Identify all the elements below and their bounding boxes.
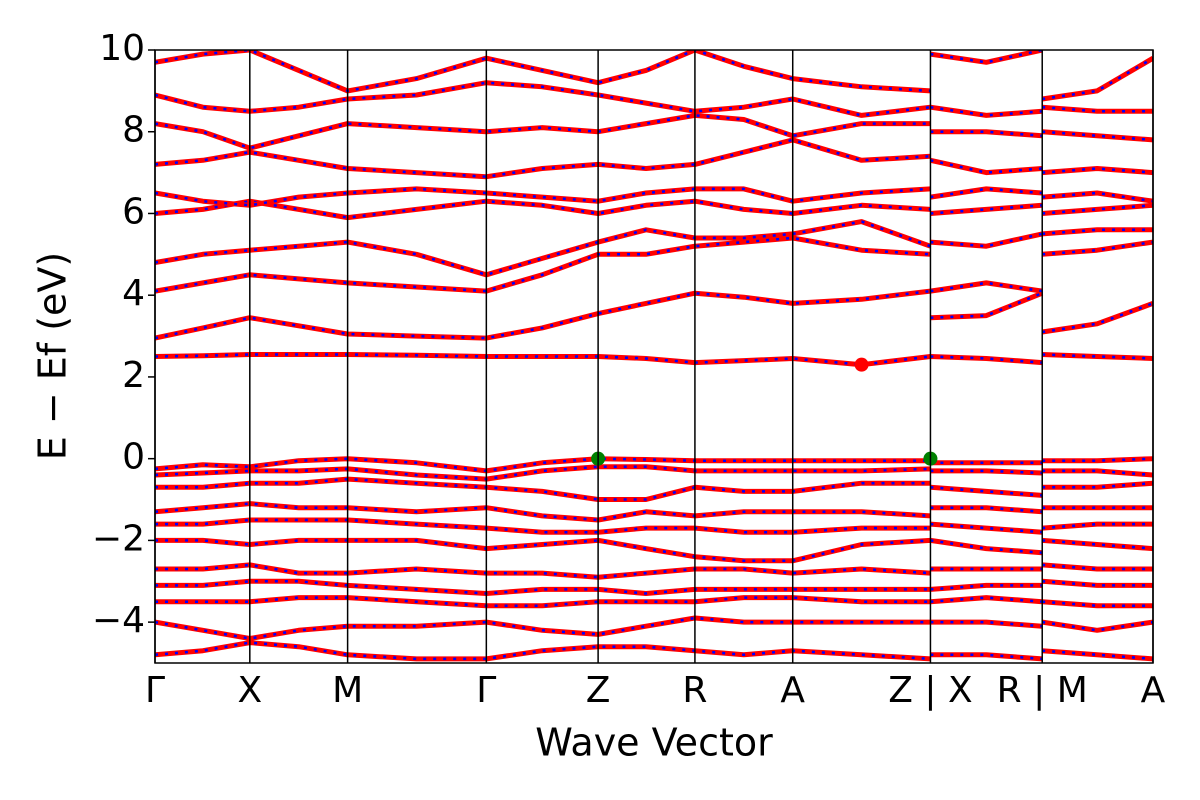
band-dashed bbox=[155, 50, 1153, 101]
band bbox=[155, 219, 1153, 278]
band-dashed bbox=[155, 580, 1153, 595]
band-dashed bbox=[155, 457, 1153, 473]
y-tick-label: 6 bbox=[122, 191, 145, 232]
x-tick-label: R bbox=[682, 670, 707, 711]
band-dashed bbox=[155, 236, 1153, 293]
band bbox=[155, 288, 1153, 341]
x-tick-label: Z | X bbox=[888, 670, 972, 711]
band bbox=[155, 595, 1153, 609]
y-tick-label: 8 bbox=[122, 110, 145, 151]
band-dashed bbox=[155, 220, 1153, 277]
band-dashed bbox=[155, 465, 1153, 481]
band-edge-marker bbox=[854, 357, 869, 372]
band-dashed bbox=[155, 289, 1153, 340]
band-dashed bbox=[155, 616, 1153, 640]
band-dashed bbox=[155, 353, 1153, 366]
band bbox=[155, 80, 1153, 118]
y-tick-label: −2 bbox=[92, 518, 145, 559]
band-dashed bbox=[155, 477, 1153, 501]
band bbox=[155, 50, 1153, 102]
y-tick-label: 2 bbox=[122, 355, 145, 396]
band bbox=[155, 517, 1153, 535]
band-dashed bbox=[155, 539, 1153, 563]
x-tick-label: Γ bbox=[145, 670, 165, 711]
x-axis-label: Wave Vector bbox=[535, 721, 773, 765]
band-dashed bbox=[155, 187, 1153, 207]
band bbox=[155, 615, 1153, 641]
band-dashed bbox=[155, 641, 1153, 661]
y-tick-label: 0 bbox=[122, 437, 145, 478]
plot-area bbox=[155, 50, 1153, 662]
band-dashed bbox=[155, 502, 1153, 522]
x-tick-label: Z bbox=[586, 670, 611, 711]
x-tick-label: M bbox=[332, 670, 363, 711]
band bbox=[155, 137, 1153, 180]
band-dashed bbox=[155, 518, 1153, 534]
band-dashed bbox=[155, 596, 1153, 608]
x-tick-label: A bbox=[780, 670, 805, 711]
band-dashed bbox=[155, 114, 1153, 150]
y-tick-label: 4 bbox=[122, 273, 145, 314]
band-dashed bbox=[155, 138, 1153, 178]
band bbox=[155, 562, 1153, 580]
x-tick-label: X bbox=[237, 670, 262, 711]
band-dashed bbox=[155, 563, 1153, 579]
band-dashed bbox=[155, 81, 1153, 117]
y-axis-label: E − Ef (eV) bbox=[31, 252, 75, 461]
y-tick-label: 10 bbox=[99, 28, 145, 69]
y-tick-label: −4 bbox=[92, 600, 145, 641]
x-tick-label: A bbox=[1141, 670, 1166, 711]
x-tick-label: Γ bbox=[476, 670, 496, 711]
x-tick-label: R | M bbox=[997, 670, 1088, 711]
